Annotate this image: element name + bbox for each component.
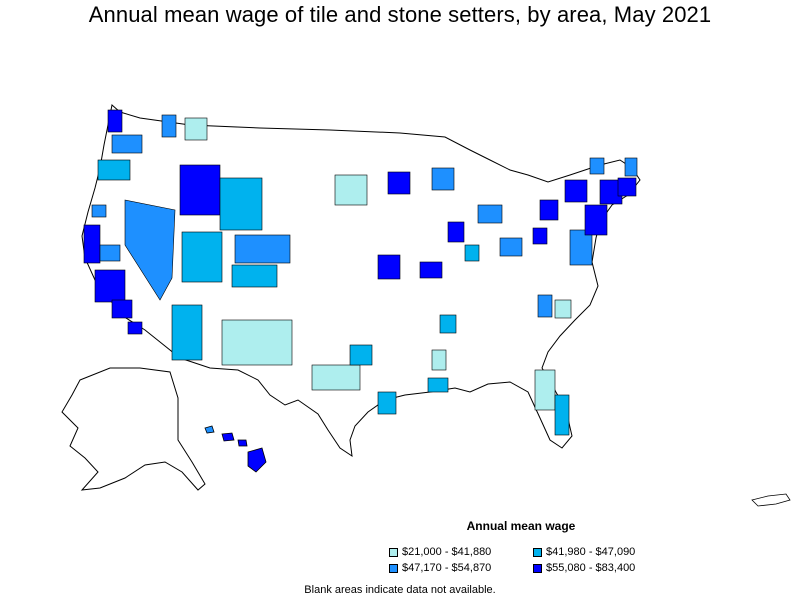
legend-label-1: $21,000 - $41,880 <box>402 546 492 558</box>
legend-item-4: $55,080 - $83,400 <box>533 562 635 574</box>
alaska-outline <box>61 367 206 491</box>
legend-label-3: $47,170 - $54,870 <box>402 562 492 574</box>
hawaii-islands <box>204 425 267 473</box>
legend-swatch-4 <box>533 563 542 573</box>
footnote: Blank areas indicate data not available. <box>304 584 496 596</box>
legend-item-1: $21,000 - $41,880 <box>389 546 491 558</box>
map-title: Annual mean wage of tile and stone sette… <box>88 2 712 27</box>
legend-swatch-3 <box>389 563 398 573</box>
us-wage-map <box>61 104 791 507</box>
legend-item-2: $41,980 - $47,090 <box>533 546 635 558</box>
legend-swatch-1 <box>389 547 398 557</box>
puerto-rico-outline <box>751 493 791 507</box>
wage-areas <box>83 109 638 436</box>
legend-item-3: $47,170 - $54,870 <box>389 562 491 574</box>
legend-label-2: $41,980 - $47,090 <box>546 546 636 558</box>
legend-label-4: $55,080 - $83,400 <box>546 562 636 574</box>
legend-title: Annual mean wage <box>466 519 576 533</box>
legend-swatch-2 <box>533 547 542 557</box>
